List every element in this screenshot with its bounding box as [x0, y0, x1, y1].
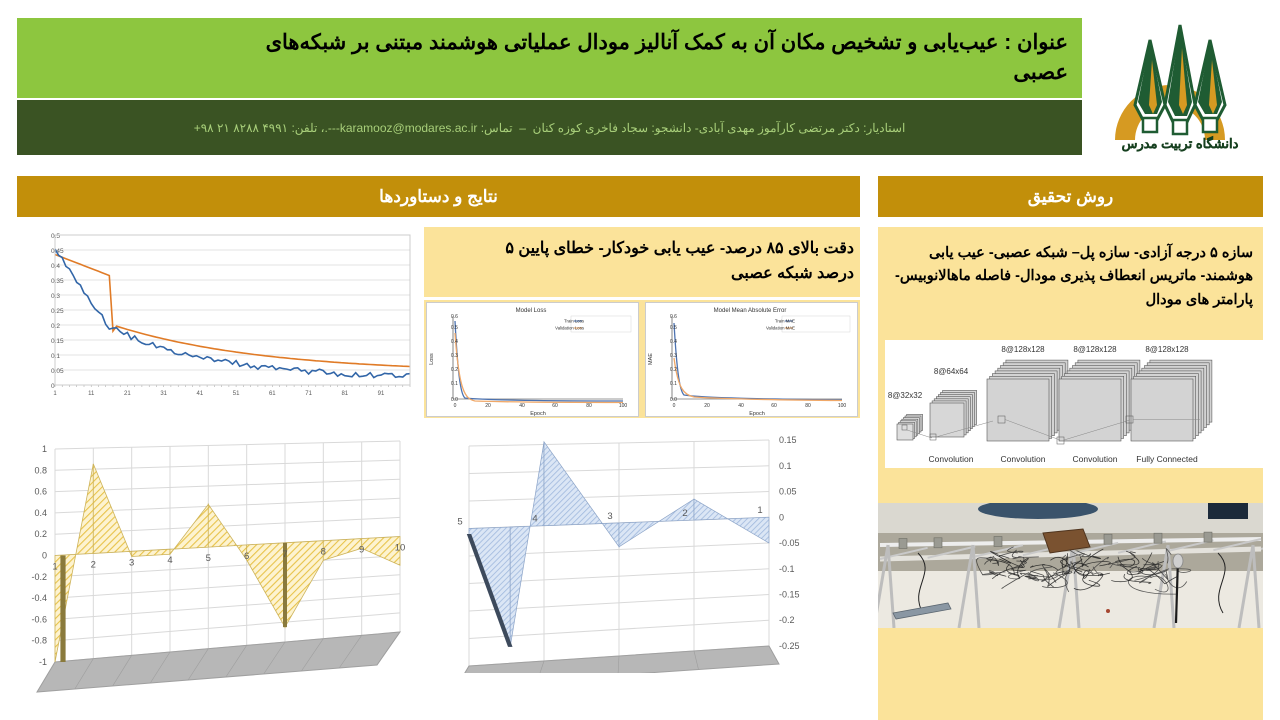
- svg-text:0.2: 0.2: [51, 323, 60, 330]
- svg-text:40: 40: [519, 403, 525, 409]
- svg-text:Validation MAE: Validation MAE: [766, 326, 795, 331]
- svg-text:2: 2: [682, 508, 687, 519]
- svg-text:0.1: 0.1: [779, 461, 792, 471]
- svg-text:1: 1: [757, 505, 762, 516]
- svg-text:8@32x32: 8@32x32: [888, 391, 923, 400]
- svg-text:3: 3: [607, 511, 612, 522]
- svg-text:20: 20: [704, 403, 710, 409]
- svg-text:0.4: 0.4: [670, 339, 677, 345]
- svg-text:-0.2: -0.2: [779, 615, 795, 625]
- svg-text:4: 4: [167, 555, 172, 566]
- svg-text:0.6: 0.6: [451, 314, 458, 320]
- svg-text:31: 31: [160, 391, 167, 397]
- svg-text:8@64x64: 8@64x64: [934, 367, 969, 376]
- svg-text:0.25: 0.25: [51, 308, 64, 315]
- svg-text:-0.1: -0.1: [779, 564, 795, 574]
- svg-text:21: 21: [124, 391, 131, 397]
- svg-text:4: 4: [532, 514, 537, 525]
- svg-text:Convolution: Convolution: [1073, 454, 1118, 464]
- svg-text:0.5: 0.5: [670, 325, 677, 331]
- svg-text:1: 1: [52, 562, 57, 573]
- svg-text:80: 80: [586, 403, 592, 409]
- svg-text:Train MAE: Train MAE: [775, 319, 795, 324]
- svg-text:Convolution: Convolution: [929, 454, 974, 464]
- svg-text:10: 10: [395, 543, 406, 554]
- svg-text:100: 100: [838, 403, 847, 409]
- svg-text:9: 9: [359, 545, 364, 556]
- svg-text:0: 0: [673, 403, 676, 409]
- svg-text:1: 1: [42, 444, 47, 454]
- svg-text:-0.6: -0.6: [31, 614, 47, 624]
- svg-text:0: 0: [51, 383, 55, 390]
- svg-text:0.2: 0.2: [451, 367, 458, 373]
- svg-text:81: 81: [341, 391, 348, 397]
- svg-text:60: 60: [771, 403, 777, 409]
- svg-text:Model Mean Absolute Error: Model Mean Absolute Error: [714, 308, 787, 314]
- svg-text:0.8: 0.8: [34, 465, 47, 475]
- svg-text:2: 2: [91, 559, 96, 570]
- svg-text:40: 40: [738, 403, 744, 409]
- svg-text:0.1: 0.1: [51, 353, 60, 360]
- svg-text:51: 51: [233, 391, 240, 397]
- svg-text:3: 3: [129, 557, 134, 568]
- svg-text:1: 1: [53, 391, 57, 397]
- svg-text:8@128x128: 8@128x128: [1073, 345, 1117, 354]
- svg-text:60: 60: [552, 403, 558, 409]
- svg-text:0.4: 0.4: [34, 508, 47, 518]
- svg-text:0: 0: [42, 551, 47, 561]
- svg-text:8@128x128: 8@128x128: [1145, 345, 1189, 354]
- svg-text:0.2: 0.2: [34, 529, 47, 539]
- svg-text:Loss: Loss: [429, 353, 435, 365]
- svg-text:8@128x128: 8@128x128: [1001, 345, 1045, 354]
- svg-text:0.4: 0.4: [451, 339, 458, 345]
- svg-text:0.6: 0.6: [34, 487, 47, 497]
- svg-text:61: 61: [269, 391, 276, 397]
- svg-text:41: 41: [197, 391, 204, 397]
- svg-text:MAE: MAE: [648, 353, 654, 365]
- svg-text:0.3: 0.3: [451, 353, 458, 359]
- svg-text:6: 6: [244, 551, 249, 562]
- svg-text:5: 5: [206, 553, 211, 564]
- svg-text:-0.8: -0.8: [31, 636, 47, 646]
- svg-text:0.05: 0.05: [51, 368, 64, 375]
- svg-text:Convolution: Convolution: [1001, 454, 1046, 464]
- svg-text:0.5: 0.5: [451, 325, 458, 331]
- svg-text:8: 8: [321, 547, 326, 558]
- svg-text:0.3: 0.3: [51, 293, 60, 300]
- svg-text:0.3: 0.3: [670, 353, 677, 359]
- svg-text:Epoch: Epoch: [749, 411, 765, 417]
- svg-text:-0.15: -0.15: [779, 590, 800, 600]
- svg-text:Epoch: Epoch: [530, 411, 546, 417]
- svg-text:11: 11: [88, 391, 95, 397]
- svg-text:دانشگاه تربیت مدرس: دانشگاه تربیت مدرس: [1122, 135, 1239, 152]
- svg-text:-1: -1: [39, 657, 47, 667]
- svg-text:0: 0: [779, 512, 784, 522]
- svg-text:Model Loss: Model Loss: [516, 308, 547, 314]
- svg-text:-0.4: -0.4: [31, 593, 47, 603]
- svg-text:91: 91: [378, 391, 385, 397]
- svg-text:7: 7: [282, 549, 287, 560]
- svg-text:-0.2: -0.2: [31, 572, 47, 582]
- svg-text:0.5: 0.5: [51, 233, 60, 240]
- svg-text:0.15: 0.15: [779, 436, 797, 445]
- svg-text:0: 0: [454, 403, 457, 409]
- svg-text:Train Loss: Train Loss: [564, 319, 584, 324]
- svg-text:0.05: 0.05: [779, 487, 797, 497]
- svg-text:71: 71: [305, 391, 312, 397]
- svg-text:-0.05: -0.05: [779, 538, 800, 548]
- svg-text:-0.25: -0.25: [779, 641, 800, 651]
- svg-text:Validation Loss: Validation Loss: [555, 326, 584, 331]
- svg-text:Fully Connected: Fully Connected: [1136, 454, 1198, 464]
- svg-text:100: 100: [619, 403, 628, 409]
- svg-text:0.4: 0.4: [51, 263, 60, 270]
- svg-text:0.15: 0.15: [51, 338, 64, 345]
- svg-text:0.1: 0.1: [670, 381, 677, 387]
- svg-text:20: 20: [485, 403, 491, 409]
- svg-text:0.6: 0.6: [670, 314, 677, 320]
- svg-text:0.2: 0.2: [670, 367, 677, 373]
- svg-text:0.35: 0.35: [51, 278, 64, 285]
- svg-text:80: 80: [805, 403, 811, 409]
- svg-text:5: 5: [457, 517, 462, 528]
- svg-text:0.1: 0.1: [451, 381, 458, 387]
